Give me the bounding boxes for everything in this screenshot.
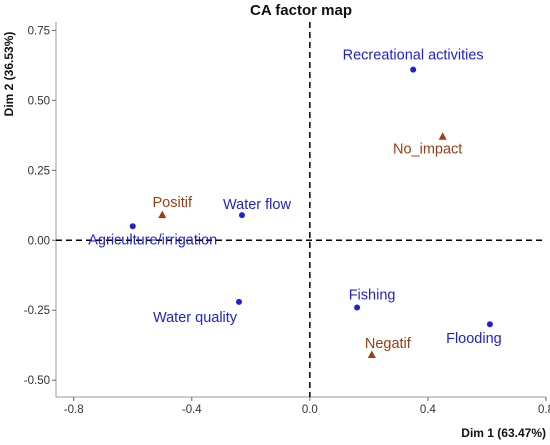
- point-positif: [158, 210, 167, 219]
- point-label-negatif: Negatif: [365, 336, 412, 352]
- point-fishing: [354, 304, 361, 311]
- point-label-flooding: Flooding: [446, 331, 502, 347]
- y-tick-label: 0.00: [28, 235, 50, 247]
- point-water-flow: [238, 212, 245, 219]
- point-no-impact: [438, 132, 447, 140]
- y-tick-label: 0.25: [28, 165, 50, 177]
- x-axis-title: Dim 1 (63.47%): [461, 426, 546, 440]
- point-flooding: [486, 321, 493, 328]
- point-label-positif: Positif: [153, 195, 193, 211]
- point-agriculture-irrigation: [129, 223, 136, 230]
- y-axis-title: Dim 2 (36.53%): [2, 32, 16, 117]
- y-tick-label: 0.50: [28, 95, 50, 107]
- y-tick-label: 0.75: [28, 25, 50, 37]
- x-tick-label: 0.8: [538, 404, 550, 416]
- point-label-recreational-activities: Recreational activities: [343, 48, 484, 64]
- point-recreational-activities: [410, 66, 417, 73]
- point-label-no-impact: No_impact: [393, 142, 462, 158]
- point-negatif: [367, 350, 376, 359]
- x-tick-label: 0.4: [420, 404, 437, 416]
- point-label-fishing: Fishing: [349, 287, 396, 303]
- x-tick-label: -0.8: [64, 404, 84, 416]
- point-label-water-flow: Water flow: [223, 197, 291, 213]
- x-tick-label: -0.4: [182, 404, 202, 416]
- point-label-agriculture-irrigation: Agriculture/irrigation: [88, 232, 217, 248]
- x-tick-label: 0.0: [302, 404, 318, 416]
- y-tick-label: -0.50: [24, 375, 50, 387]
- chart-title: CA factor map: [250, 2, 352, 19]
- point-water-quality: [236, 298, 243, 305]
- point-label-water-quality: Water quality: [153, 310, 238, 326]
- y-tick-label: -0.25: [24, 305, 50, 317]
